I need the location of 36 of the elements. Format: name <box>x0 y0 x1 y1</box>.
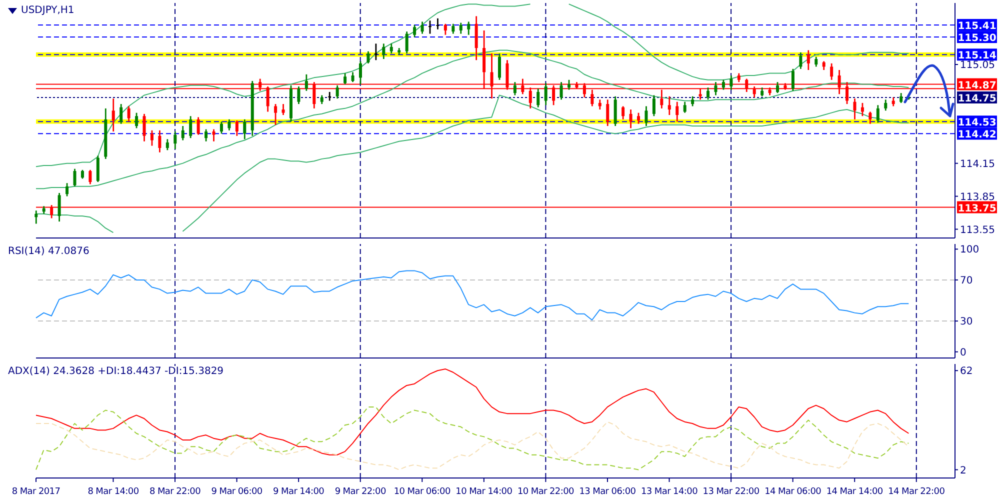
y-tick-label: 62 <box>960 366 973 378</box>
y-tick-label: 114.15 <box>960 158 995 170</box>
ref-line-label: 115.14 <box>958 50 996 62</box>
x-tick-label: 9 Mar 14:00 <box>273 487 325 497</box>
y-tick-label: 115.05 <box>960 60 995 72</box>
x-tick-label: 9 Mar 22:00 <box>334 487 386 497</box>
ref-line-label: 114.42 <box>958 130 996 141</box>
y-tick-label: 113.55 <box>960 224 995 236</box>
y-tick-label: 70 <box>960 275 973 286</box>
y-tick-label: 100 <box>960 244 980 256</box>
x-tick-label: 14 Mar 06:00 <box>764 487 822 497</box>
chart-title: RSI(14) 47.0876 <box>8 246 90 257</box>
x-tick-label: 10 Mar 22:00 <box>517 487 575 497</box>
x-tick-label: 14 Mar 22:00 <box>888 487 946 497</box>
y-tick-label: 30 <box>960 316 973 328</box>
x-tick-label: 10 Mar 06:00 <box>394 487 451 497</box>
ref-line-label: 115.41 <box>958 20 996 32</box>
x-tick-label: 14 Mar 14:00 <box>826 487 884 497</box>
x-tick-label: 13 Mar 22:00 <box>702 487 760 497</box>
ref-line-label: 114.75 <box>958 93 996 104</box>
x-tick-label: 10 Mar 14:00 <box>456 487 513 497</box>
y-tick-label: 113.85 <box>960 192 995 203</box>
x-tick-label: 8 Mar 22:00 <box>149 487 202 497</box>
chart-title: ADX(14) 24.3628 +DI:18.4437 -DI:15.3829 <box>8 366 224 377</box>
x-tick-label: 13 Mar 14:00 <box>641 487 698 497</box>
ref-line-label: 115.30 <box>958 33 996 44</box>
ref-line-label: 113.75 <box>958 203 996 214</box>
x-tick-label: 9 Mar 06:00 <box>211 487 263 497</box>
ref-line-label: 114.87 <box>958 80 996 92</box>
x-tick-label: 13 Mar 06:00 <box>579 487 636 497</box>
y-tick-label: 2 <box>960 465 966 476</box>
chart-title: USDJPY,H1 <box>21 5 74 16</box>
x-tick-label: 8 Mar 2017 <box>12 487 60 497</box>
y-tick-label: 0 <box>960 347 966 358</box>
ref-line-label: 114.53 <box>958 118 996 129</box>
x-tick-label: 8 Mar 14:00 <box>88 487 140 497</box>
